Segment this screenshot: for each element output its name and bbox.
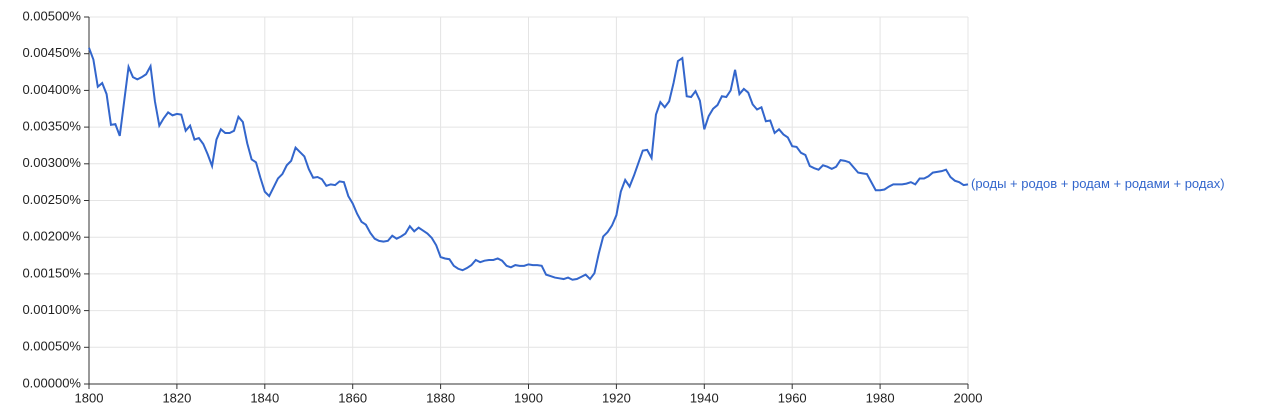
x-tick-label: 1800 (75, 390, 104, 405)
y-tick-label: 0.00400% (22, 82, 81, 97)
y-tick-label: 0.00450% (22, 45, 81, 60)
y-tick-label: 0.00050% (22, 339, 81, 354)
x-tick-label: 1960 (778, 390, 807, 405)
y-tick-label: 0.00150% (22, 265, 81, 280)
y-tick-label: 0.00100% (22, 302, 81, 317)
x-tick-label: 1920 (602, 390, 631, 405)
x-tick-label: 1820 (162, 390, 191, 405)
y-tick-label: 0.00250% (22, 192, 81, 207)
x-tick-label: 1840 (250, 390, 279, 405)
x-tick-label: 2000 (954, 390, 983, 405)
y-tick-label: 0.00000% (22, 375, 81, 390)
x-tick-label: 1900 (514, 390, 543, 405)
y-tick-label: 0.00500% (22, 8, 81, 23)
y-tick-label: 0.00300% (22, 155, 81, 170)
x-tick-label: 1860 (338, 390, 367, 405)
x-tick-label: 1880 (426, 390, 455, 405)
y-tick-label: 0.00350% (22, 119, 81, 134)
x-tick-label: 1980 (866, 390, 895, 405)
y-tick-label: 0.00200% (22, 229, 81, 244)
x-tick-label: 1940 (690, 390, 719, 405)
legend-label: (роды + родов + родам + родами + родах) (971, 176, 1225, 191)
series-line (88, 47, 969, 281)
